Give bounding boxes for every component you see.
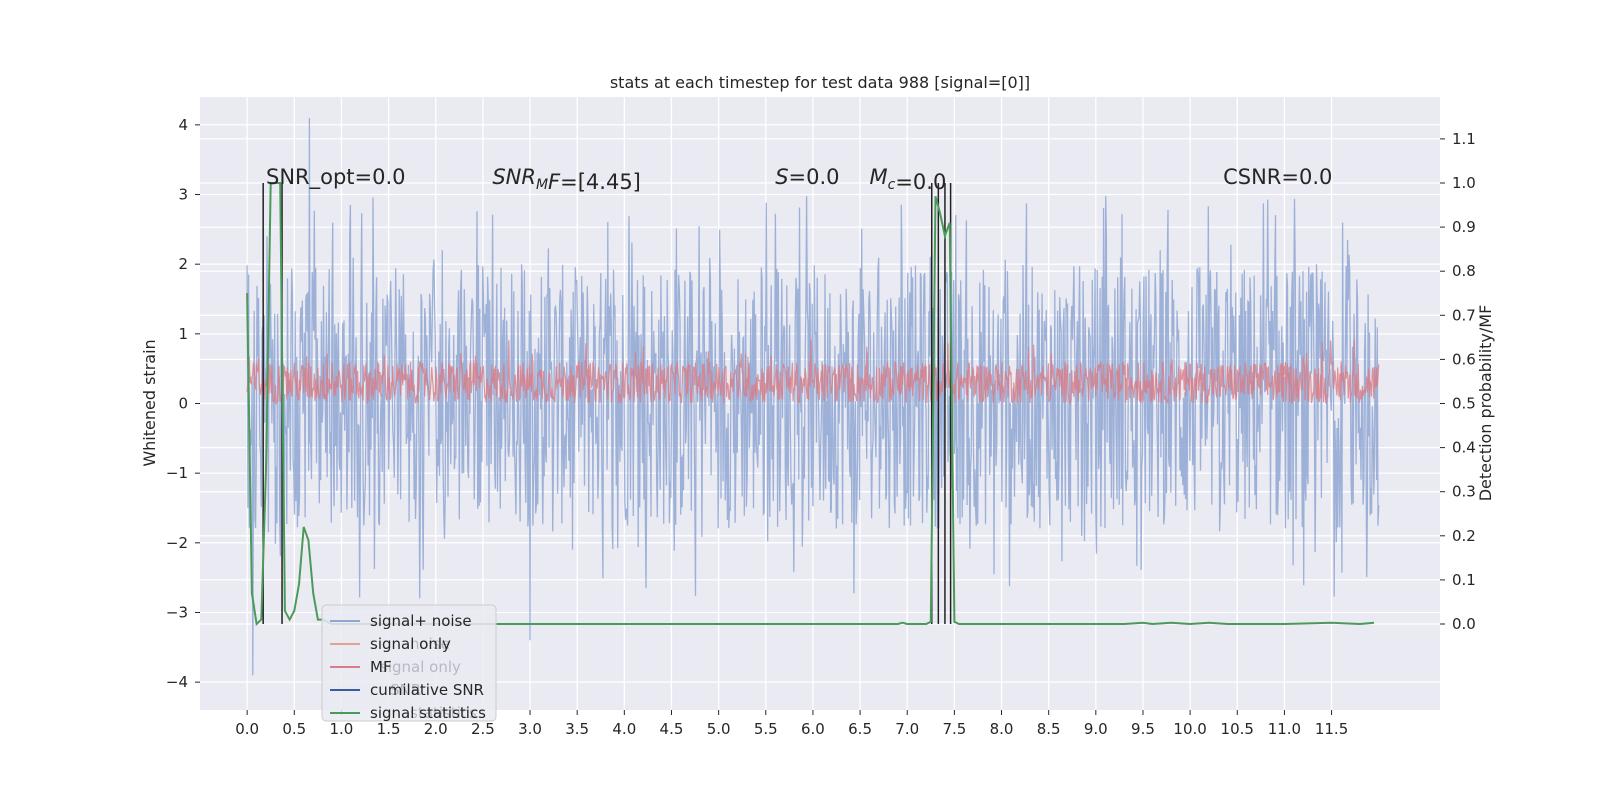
y-tick-label: 3 bbox=[178, 186, 188, 204]
x-tick-label: 2.5 bbox=[471, 720, 495, 738]
annotations: SNR_opt=0.0 SNRMF=[4.45] S=0.0 Mc=0.0 CSNR=0… bbox=[266, 165, 1332, 194]
y2-tick-label: 0.6 bbox=[1452, 350, 1476, 368]
data-series bbox=[246, 117, 1380, 676]
legend-label: signal statistics bbox=[370, 704, 486, 722]
y2-tick-label: 1.1 bbox=[1452, 130, 1476, 148]
x-tick-label: 10.0 bbox=[1173, 720, 1206, 738]
x-tick-label: 0.0 bbox=[235, 720, 259, 738]
y2-tick-label: 0.7 bbox=[1452, 306, 1476, 324]
y-axis-label: Whitened strain bbox=[140, 339, 159, 466]
y2-tick-label: 1.0 bbox=[1452, 174, 1476, 192]
x-tick-label: 7.5 bbox=[942, 720, 966, 738]
y-tick-label: −4 bbox=[166, 673, 188, 691]
stat-annotation: SNR_opt=0.0 bbox=[266, 165, 406, 190]
x-tick-label: 8.0 bbox=[990, 720, 1014, 738]
axes: 0.0 0.5 1.0 1.5 2.0 2.5 3.0 3.5 4.0 4.5 5.0 5.5 6.0 6… bbox=[166, 116, 1476, 738]
x-tick-label: 4.5 bbox=[660, 720, 684, 738]
x-tick-label: 3.0 bbox=[518, 720, 542, 738]
legend-box bbox=[321, 604, 497, 722]
stat-annotation: CSNR=0.0 bbox=[1223, 165, 1332, 189]
stat-annotation: SNRMF=[4.45] bbox=[492, 165, 641, 194]
x-tick-label: 5.0 bbox=[707, 720, 731, 738]
legend-ghost-label: noise bbox=[410, 635, 450, 653]
legend-ghost-label: SNR bbox=[390, 681, 421, 699]
y-tick-label: 1 bbox=[178, 325, 188, 343]
x-tick-label: 3.5 bbox=[565, 720, 589, 738]
legend-label: signal only bbox=[370, 635, 451, 653]
signal-statistics-line bbox=[246, 182, 1375, 627]
legend-label: cumilative SNR bbox=[370, 681, 484, 699]
x-tick-label: 9.5 bbox=[1131, 720, 1155, 738]
y2-tick-label: 0.9 bbox=[1452, 218, 1476, 236]
y2-tick-label: 0.5 bbox=[1452, 395, 1476, 413]
x-tick-label: 2.0 bbox=[424, 720, 448, 738]
y-tick-label: −2 bbox=[166, 534, 188, 552]
stat-annotation: Mc=0.0 bbox=[870, 165, 947, 194]
x-tick-label: 9.0 bbox=[1084, 720, 1108, 738]
x-tick-label: 11.5 bbox=[1315, 720, 1348, 738]
y2-tick-label: 0.1 bbox=[1452, 571, 1476, 589]
y-tick-label: 4 bbox=[178, 116, 188, 134]
legend-label: MF bbox=[370, 658, 392, 676]
y-tick-label: −1 bbox=[166, 464, 188, 482]
stat-annotation: S=0.0 bbox=[775, 165, 839, 189]
legend-label: signal+ noise bbox=[370, 612, 472, 630]
y2-tick-label: 0.8 bbox=[1452, 262, 1476, 280]
x-tick-label: 7.0 bbox=[895, 720, 919, 738]
y2-tick-label: 0.2 bbox=[1452, 527, 1476, 545]
y-tick-label: 0 bbox=[178, 395, 188, 413]
x-tick-label: 6.5 bbox=[848, 720, 872, 738]
y2-tick-label: 0.3 bbox=[1452, 483, 1476, 501]
y2-tick-label: 0.0 bbox=[1452, 615, 1476, 633]
y2-tick-label: 0.4 bbox=[1452, 439, 1476, 457]
legend-ghost-label: statistics bbox=[410, 704, 477, 722]
mf-line bbox=[246, 339, 1380, 406]
x-tick-label: 4.0 bbox=[612, 720, 636, 738]
x-tick-label: 8.5 bbox=[1037, 720, 1061, 738]
x-tick-label: 10.5 bbox=[1221, 720, 1254, 738]
x-tick-label: 1.5 bbox=[377, 720, 401, 738]
x-tick-label: 11.0 bbox=[1268, 720, 1301, 738]
chart-title: stats at each timestep for test data 988… bbox=[610, 73, 1030, 92]
x-tick-label: 0.5 bbox=[282, 720, 306, 738]
legend-ghost-label: signal only bbox=[380, 658, 461, 676]
x-tick-label: 6.0 bbox=[801, 720, 825, 738]
y2-axis-label: Detection probability/MF bbox=[1476, 305, 1495, 502]
y-tick-label: −3 bbox=[166, 603, 188, 621]
x-tick-label: 5.5 bbox=[754, 720, 778, 738]
x-tick-label: 1.0 bbox=[330, 720, 354, 738]
y-tick-label: 2 bbox=[178, 255, 188, 273]
